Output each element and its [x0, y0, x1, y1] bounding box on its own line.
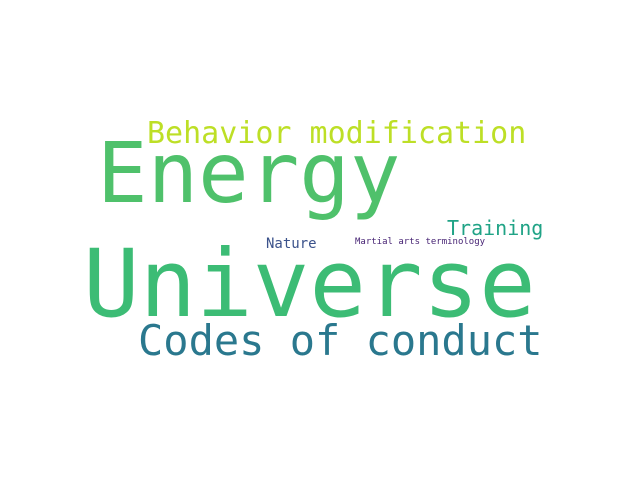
word-universe: Universe	[83, 230, 536, 339]
word-behavior-modification: Behavior modification	[147, 116, 527, 151]
word-training: Training	[447, 216, 544, 240]
word-energy: Energy	[97, 124, 401, 222]
word-codes-of-conduct: Codes of conduct	[138, 316, 543, 365]
word-nature: Nature	[266, 236, 317, 252]
word-martial-arts-terminology: Martial arts terminology	[355, 237, 486, 247]
